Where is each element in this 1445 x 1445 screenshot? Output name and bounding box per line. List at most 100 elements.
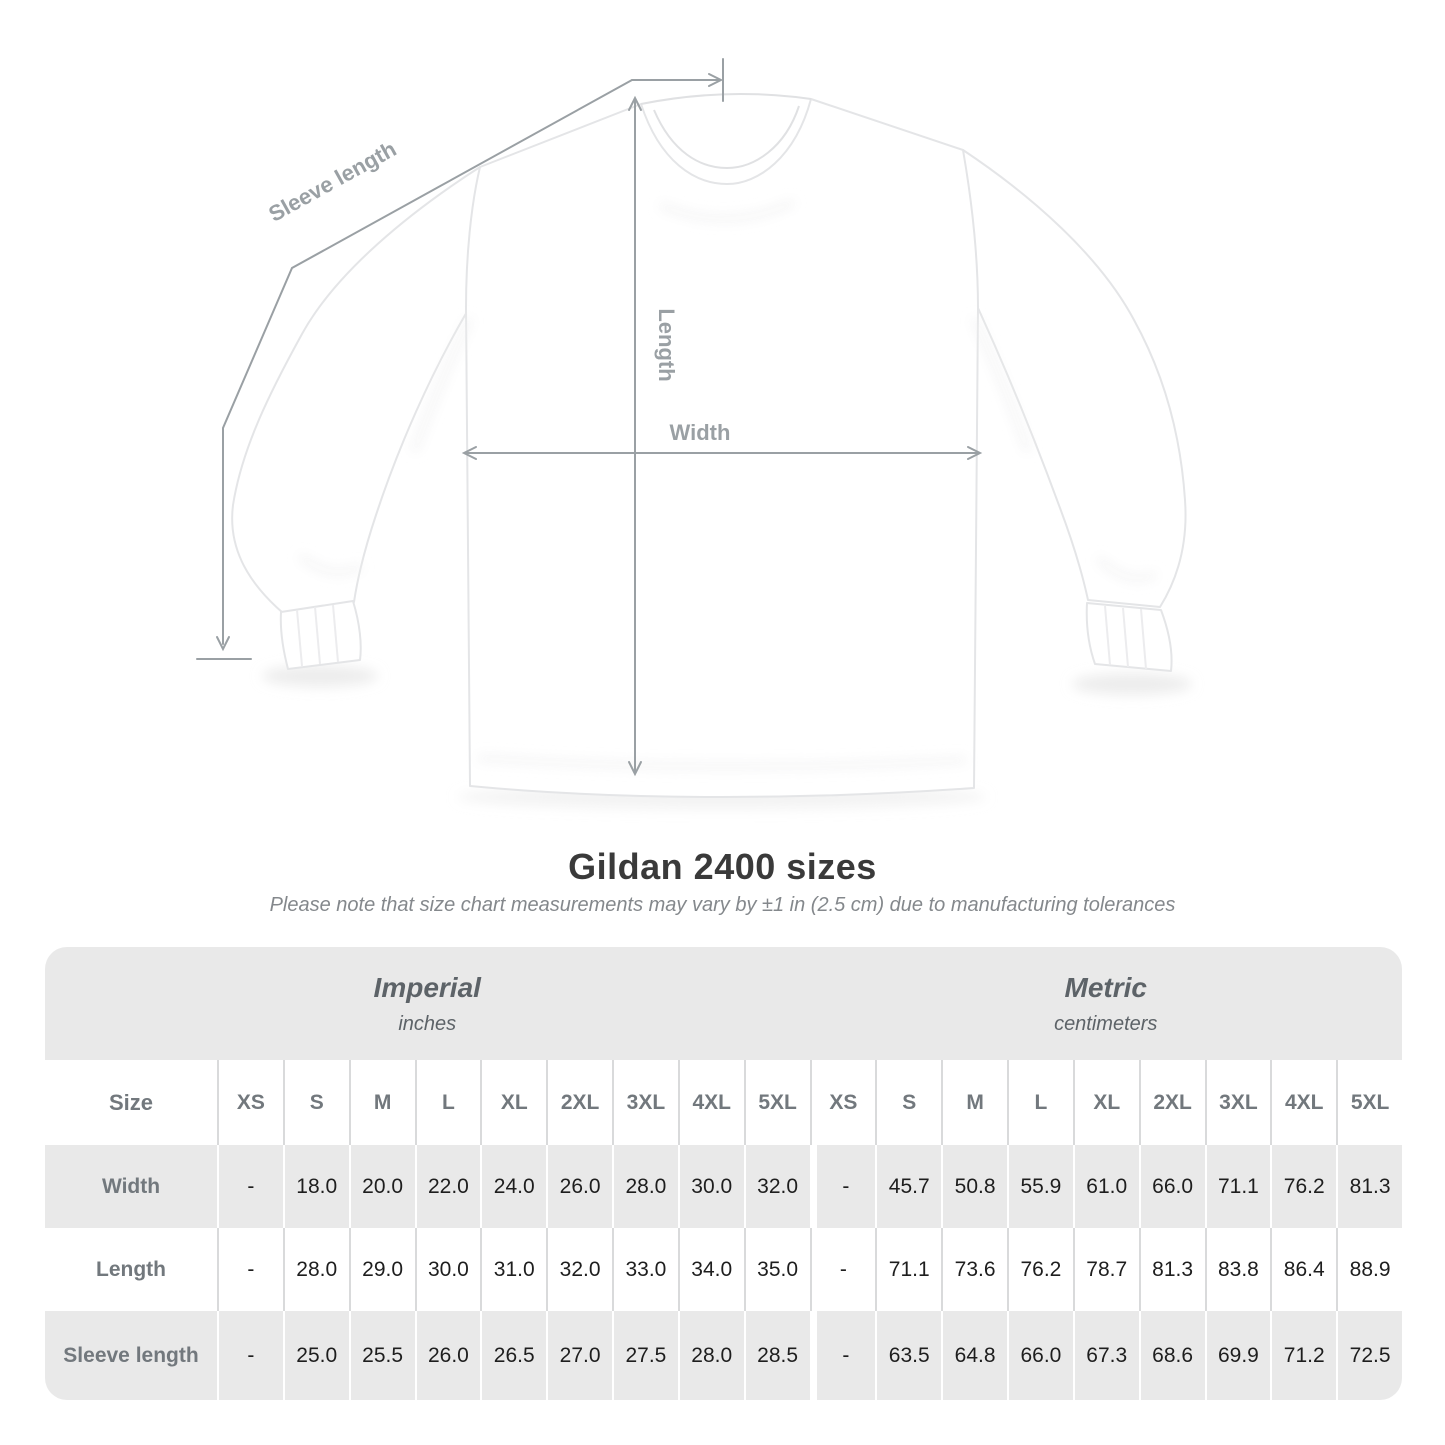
- size-col-header-metric: 2XL: [1138, 1060, 1205, 1145]
- value-cell-metric: 55.9: [1007, 1145, 1073, 1228]
- unit-group-name: Imperial: [373, 971, 481, 1003]
- shirt-left-sleeve: [231, 166, 481, 614]
- value-cell-imperial: 27.5: [612, 1311, 678, 1400]
- length-arrow-up-icon: [628, 95, 642, 111]
- width-arrow-left-icon: [461, 446, 477, 460]
- value-cell-metric: 71.2: [1270, 1311, 1337, 1400]
- value-cell-metric: 81.3: [1336, 1145, 1402, 1228]
- value-cell-metric: 66.0: [1138, 1145, 1205, 1228]
- value-cell-imperial: 32.0: [546, 1228, 612, 1311]
- value-cell-metric: 66.0: [1007, 1311, 1073, 1400]
- value-cell-metric: 71.1: [1204, 1145, 1271, 1228]
- size-col-header-metric: XS: [809, 1060, 876, 1145]
- value-cell-metric: 45.7: [875, 1145, 942, 1228]
- value-cell-metric: 72.5: [1336, 1311, 1402, 1400]
- size-col-header-imperial: 2XL: [546, 1060, 612, 1145]
- sleeve-length-label: Sleeve length: [264, 136, 400, 227]
- measurement-lines: [196, 58, 983, 777]
- value-cell-metric: 50.8: [941, 1145, 1007, 1228]
- value-cell-imperial: 31.0: [480, 1228, 547, 1311]
- size-col-header-imperial: M: [348, 1060, 415, 1145]
- size-col-header-metric: 5XL: [1336, 1060, 1402, 1145]
- shirt-diagram-svg: Sleeve length Length Width: [196, 58, 1192, 809]
- sleeve-length-diagonal: [222, 79, 633, 645]
- value-cell-imperial: 32.0: [743, 1145, 810, 1228]
- value-cell-imperial: 25.5: [348, 1311, 415, 1400]
- value-cell-metric: 83.8: [1204, 1228, 1271, 1311]
- value-cell-imperial: 35.0: [743, 1228, 810, 1311]
- value-cell-imperial: 26.0: [414, 1311, 481, 1400]
- value-cell-imperial: 18.0: [282, 1145, 349, 1228]
- value-cell-imperial: 20.0: [348, 1145, 415, 1228]
- shirt-body: [465, 98, 979, 798]
- length-arrow-down-icon: [628, 761, 642, 777]
- value-cell-metric: 64.8: [941, 1311, 1007, 1400]
- value-cell-metric: -: [809, 1228, 876, 1311]
- width-label: Width: [670, 420, 731, 445]
- shirt-right-sleeve: [962, 149, 1187, 608]
- size-col-header-metric: XL: [1072, 1060, 1139, 1145]
- value-cell-imperial: 27.0: [546, 1311, 612, 1400]
- value-cell-metric: 81.3: [1138, 1228, 1205, 1311]
- value-cell-imperial: 24.0: [480, 1145, 547, 1228]
- unit-group-name: Metric: [1064, 971, 1147, 1003]
- size-col-header-imperial: 3XL: [612, 1060, 678, 1145]
- value-cell-imperial: 29.0: [348, 1228, 415, 1311]
- size-table: Imperial inches Metric centimeters Size X…: [45, 947, 1402, 1400]
- value-cell-imperial: 30.0: [677, 1145, 744, 1228]
- size-col-header-imperial: XS: [217, 1060, 283, 1145]
- sleeve-length-arrow-down-icon: [216, 636, 230, 652]
- row-label: Width: [45, 1145, 217, 1228]
- shirt-left-cuff: [279, 600, 362, 670]
- value-cell-metric: 69.9: [1204, 1311, 1271, 1400]
- value-cell-imperial: 30.0: [414, 1228, 481, 1311]
- row-label: Sleeve length: [45, 1311, 217, 1400]
- size-col-header-metric: 4XL: [1270, 1060, 1337, 1145]
- shirt-collar-back: [640, 93, 812, 105]
- shirt-right-cuff: [1085, 602, 1173, 672]
- value-cell-metric: 76.2: [1007, 1228, 1073, 1311]
- value-cell-imperial: 28.5: [743, 1311, 810, 1400]
- shirt-collar-inner: [653, 105, 800, 169]
- value-cell-metric: -: [809, 1145, 876, 1228]
- size-col-header-metric: L: [1007, 1060, 1073, 1145]
- value-cell-metric: 78.7: [1072, 1228, 1139, 1311]
- size-col-header-imperial: XL: [480, 1060, 547, 1145]
- value-cell-metric: 61.0: [1072, 1145, 1139, 1228]
- size-col-header-metric: M: [941, 1060, 1007, 1145]
- value-cell-imperial: 33.0: [612, 1228, 678, 1311]
- value-cell-metric: 73.6: [941, 1228, 1007, 1311]
- size-col-header-imperial: S: [282, 1060, 349, 1145]
- unit-group-imperial: Imperial inches: [45, 947, 810, 1060]
- page-subtitle: Please note that size chart measurements…: [269, 894, 1176, 916]
- size-col-header-imperial: 5XL: [743, 1060, 810, 1145]
- value-cell-metric: 86.4: [1270, 1228, 1337, 1311]
- value-cell-imperial: 22.0: [414, 1145, 481, 1228]
- value-cell-imperial: 34.0: [677, 1228, 744, 1311]
- row-label: Length: [45, 1228, 217, 1311]
- size-table-grid: Imperial inches Metric centimeters Size X…: [45, 947, 1402, 1400]
- shirt-fold-shading: [298, 199, 1158, 770]
- value-cell-imperial: -: [217, 1228, 283, 1311]
- value-cell-imperial: -: [217, 1145, 283, 1228]
- sleeve-length-arrow-right-icon: [708, 73, 724, 87]
- unit-group-metric: Metric centimeters: [809, 947, 1402, 1060]
- value-cell-imperial: -: [217, 1311, 283, 1400]
- value-cell-imperial: 28.0: [612, 1145, 678, 1228]
- value-cell-imperial: 28.0: [677, 1311, 744, 1400]
- value-cell-metric: 71.1: [875, 1228, 942, 1311]
- value-cell-imperial: 26.5: [480, 1311, 547, 1400]
- value-cell-imperial: 26.0: [546, 1145, 612, 1228]
- value-cell-metric: 67.3: [1072, 1311, 1139, 1400]
- size-corner-header: Size: [45, 1060, 217, 1145]
- size-col-header-metric: 3XL: [1204, 1060, 1271, 1145]
- unit-group-unit: inches: [398, 1012, 457, 1035]
- value-cell-imperial: 25.0: [282, 1311, 349, 1400]
- page-title: Gildan 2400 sizes: [568, 846, 877, 887]
- length-label: Length: [654, 308, 679, 381]
- size-col-header-metric: S: [875, 1060, 942, 1145]
- size-col-header-imperial: L: [414, 1060, 481, 1145]
- size-col-header-imperial: 4XL: [677, 1060, 744, 1145]
- value-cell-metric: 88.9: [1336, 1228, 1402, 1311]
- long-sleeve-shirt: [231, 93, 1187, 798]
